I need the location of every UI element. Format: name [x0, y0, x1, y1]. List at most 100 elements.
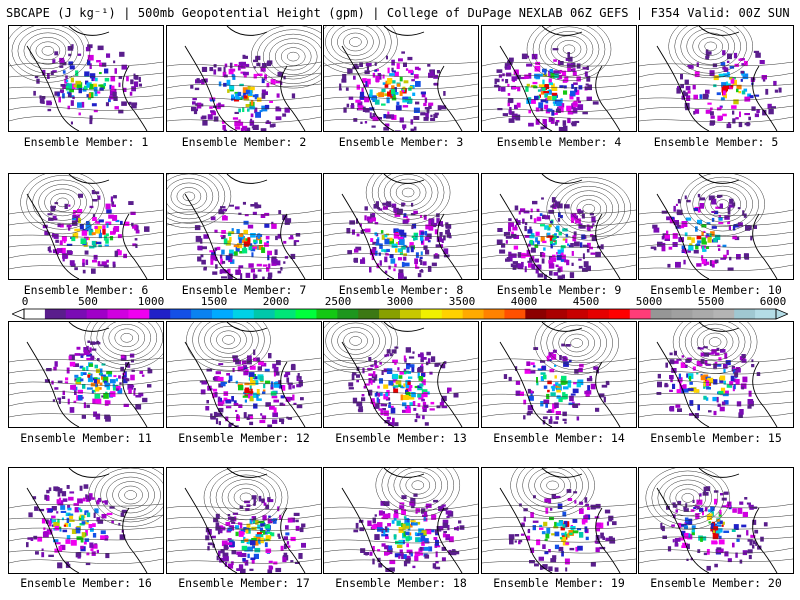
colorbar-swatch [734, 309, 756, 319]
colorbar-swatch [420, 309, 443, 319]
coastline [656, 322, 778, 427]
height-contours [482, 468, 636, 564]
map-graphic [639, 174, 793, 279]
height-contours [482, 176, 636, 272]
map-panel-member-19 [481, 467, 637, 574]
height-contours [9, 174, 163, 270]
colorbar-swatch [546, 309, 568, 319]
colorbar-min-arrow [12, 308, 25, 320]
colorbar-tick: 5000 [635, 295, 663, 308]
member-label-19: Ensemble Member: 19 [493, 576, 625, 590]
map-panel-member-17 [166, 467, 322, 574]
colorbar-tick: 4500 [572, 295, 600, 308]
colorbar-tick: 500 [78, 295, 98, 308]
cape-colorbar [12, 308, 788, 320]
coastline [26, 26, 148, 131]
map-graphic [167, 468, 321, 573]
cape-shading [508, 489, 617, 572]
colorbar-swatch [671, 309, 693, 319]
height-contours [9, 26, 163, 122]
colorbar-swatch [191, 309, 213, 319]
cape-shading [190, 54, 296, 131]
coastline [656, 174, 778, 279]
height-contours [324, 468, 478, 564]
colorbar-tick: 2500 [324, 295, 352, 308]
colorbar-swatch [149, 309, 171, 319]
colorbar-swatch [232, 309, 255, 319]
map-graphic [482, 174, 636, 279]
map-graphic [639, 26, 793, 131]
map-graphic [482, 26, 636, 131]
map-graphic [167, 26, 321, 131]
colorbar-swatch [588, 309, 610, 319]
map-panel-member-3 [323, 25, 479, 132]
member-label-4: Ensemble Member: 4 [496, 135, 622, 149]
coastline [341, 468, 463, 573]
colorbar-swatch [504, 309, 526, 319]
member-label-7: Ensemble Member: 7 [181, 283, 307, 297]
map-graphic [9, 174, 163, 279]
member-label-8: Ensemble Member: 8 [338, 283, 464, 297]
member-label-1: Ensemble Member: 1 [23, 135, 149, 149]
map-panel-member-9 [481, 173, 637, 280]
colorbar-swatch [692, 309, 714, 319]
coastline [499, 468, 621, 573]
colorbar-swatch [525, 309, 547, 319]
height-contours [639, 468, 793, 564]
map-graphic [324, 322, 478, 427]
cape-shading [205, 495, 306, 573]
map-panel-member-15 [638, 321, 794, 428]
colorbar-swatch [24, 309, 46, 319]
cape-shading [194, 201, 301, 279]
cape-shading [650, 193, 757, 271]
height-contours [324, 26, 478, 123]
colorbar-tick: 4000 [510, 295, 538, 308]
colorbar-tick: 3000 [386, 295, 414, 308]
map-graphic [9, 468, 163, 573]
colorbar-tick: 5500 [697, 295, 725, 308]
cape-shading [338, 51, 447, 131]
coastline [184, 322, 306, 427]
map-panel-member-20 [638, 467, 794, 574]
coastline [26, 322, 148, 427]
height-contours [9, 468, 163, 564]
colorbar-swatch [107, 309, 129, 319]
map-graphic [167, 174, 321, 279]
colorbar-swatch [441, 309, 464, 319]
map-panel-member-5 [638, 25, 794, 132]
colorbar-tick: 6000 [759, 295, 787, 308]
map-panel-member-7 [166, 173, 322, 280]
member-label-10: Ensemble Member: 10 [650, 283, 782, 297]
coastline [26, 174, 148, 279]
map-panel-member-16 [8, 467, 164, 574]
colorbar-svg [12, 308, 788, 320]
member-label-11: Ensemble Member: 11 [20, 431, 152, 445]
map-panel-member-8 [323, 173, 479, 280]
colorbar-swatch [44, 309, 67, 319]
colorbar-swatch [274, 309, 296, 319]
member-label-12: Ensemble Member: 12 [178, 431, 310, 445]
member-label-15: Ensemble Member: 15 [650, 431, 782, 445]
cape-shading [42, 190, 150, 274]
colorbar-swatch [65, 309, 88, 319]
member-label-6: Ensemble Member: 6 [23, 283, 149, 297]
colorbar-swatch [170, 309, 192, 319]
height-contours [482, 26, 636, 122]
map-panel-member-2 [166, 25, 322, 132]
coastline [184, 468, 306, 573]
cape-shading [33, 44, 142, 125]
colorbar-swatch [608, 309, 631, 319]
colorbar-swatch [483, 309, 505, 319]
map-panel-member-10 [638, 173, 794, 280]
cape-shading [496, 197, 604, 279]
member-label-5: Ensemble Member: 5 [653, 135, 779, 149]
height-contours [324, 174, 478, 270]
coastline [656, 468, 778, 573]
coastline [499, 174, 621, 279]
colorbar-tick: 0 [21, 295, 29, 308]
map-graphic [639, 468, 793, 573]
cape-shading [346, 201, 452, 279]
height-contours [167, 26, 321, 123]
coastline [499, 322, 621, 427]
colorbar-swatch [379, 309, 401, 319]
